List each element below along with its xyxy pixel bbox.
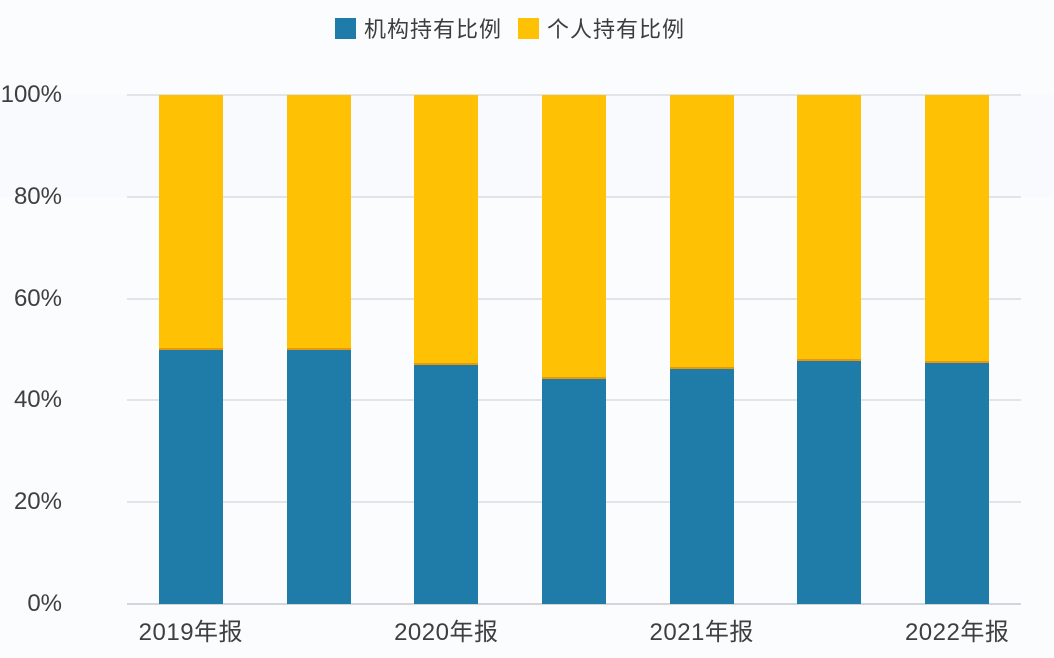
stacked-bar — [158, 95, 223, 604]
legend-swatch-icon — [518, 17, 539, 39]
legend-label: 个人持有比例 — [547, 17, 686, 42]
stacked-bar — [414, 95, 479, 604]
bar-segment-personal[interactable] — [797, 95, 862, 362]
bar-segment-institutional[interactable] — [669, 368, 734, 604]
bar-segment-institutional[interactable] — [414, 364, 479, 604]
bar-segment-institutional[interactable] — [542, 378, 606, 604]
gridline-0 — [127, 603, 1021, 605]
bar-segment-institutional[interactable] — [158, 349, 223, 604]
stacked-bar — [925, 95, 990, 604]
legend-item-personal[interactable]: 个人持有比例 — [518, 12, 685, 44]
y-axis-tick-label: 80% — [13, 182, 62, 210]
y-axis-tick-label: 40% — [13, 386, 62, 414]
x-axis-tick-label: 2020年报 — [394, 619, 499, 646]
stacked-bar — [286, 95, 351, 604]
y-axis-tick-label: 0% — [27, 590, 62, 617]
legend-label: 机构持有比例 — [363, 17, 502, 42]
bar-segment-personal[interactable] — [542, 95, 606, 379]
stacked-bar — [797, 95, 862, 604]
y-axis-tick-label: 60% — [13, 284, 62, 312]
chart-legend: 机构持有比例 个人持有比例 — [0, 12, 1020, 44]
x-axis-tick-label: 2021年报 — [649, 619, 754, 646]
stacked-bar — [542, 95, 606, 604]
legend-swatch-icon — [334, 17, 356, 39]
bar-segment-institutional[interactable] — [286, 350, 351, 604]
legend-item-institutional[interactable]: 机构持有比例 — [334, 12, 502, 44]
bar-segment-personal[interactable] — [158, 95, 223, 350]
y-axis-tick-label: 20% — [13, 488, 62, 516]
x-axis-tick-label: 2019年报 — [138, 619, 244, 646]
bar-segment-personal[interactable] — [286, 95, 351, 350]
bar-segment-personal[interactable] — [414, 95, 479, 365]
plot-area: 0% 20% 40% 60% 80% 100% — [0, 81, 1054, 617]
x-axis-tick-label: 2022年报 — [904, 619, 1010, 646]
bar-segment-personal[interactable] — [925, 95, 990, 364]
bar-segment-personal[interactable] — [669, 95, 734, 369]
stacked-bar — [669, 95, 734, 604]
y-axis-tick-label: 100% — [0, 81, 62, 108]
bar-segment-institutional[interactable] — [797, 361, 862, 604]
bar-segment-institutional[interactable] — [925, 363, 990, 604]
